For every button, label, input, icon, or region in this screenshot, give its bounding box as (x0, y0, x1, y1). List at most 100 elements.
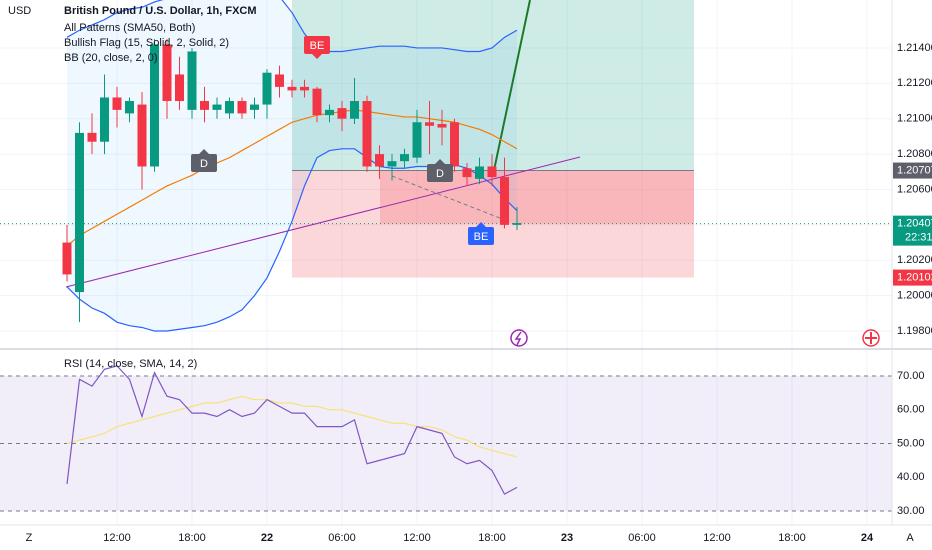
price-tag-label: 1.20407 (897, 218, 932, 230)
marker (427, 164, 453, 182)
candle-body (125, 101, 134, 114)
x-tick-label: 06:00 (328, 532, 356, 544)
candle-body (300, 86, 309, 91)
price-tag (893, 215, 932, 246)
y-tick-label: 1.20200 (897, 254, 932, 266)
marker-label: D (200, 158, 208, 170)
candle-body (287, 86, 297, 91)
y-tick-label: 60.00 (897, 404, 925, 416)
candle-body (275, 74, 284, 87)
candle-body (212, 104, 222, 110)
title: British Pound / U.S. Dollar, 1h, FXCM (64, 5, 257, 17)
candle-body (75, 132, 84, 293)
candle-body (62, 242, 72, 275)
y-tick-label: 1.20600 (897, 183, 932, 195)
candle-body (150, 44, 159, 167)
timezone-button[interactable]: Z (26, 532, 33, 544)
y-tick-label: 1.20000 (897, 290, 932, 302)
trend-line (492, 0, 531, 176)
x-tick-label: 23 (561, 532, 573, 544)
candle-body (412, 122, 422, 158)
candle-body (425, 122, 434, 126)
x-tick-label: 18:00 (478, 532, 506, 544)
marker-label: D (436, 168, 444, 180)
marker (468, 227, 494, 245)
candle-body (200, 101, 209, 110)
y-tick-label: 30.00 (897, 505, 925, 517)
candle-body (137, 104, 147, 167)
candle-body (350, 101, 359, 119)
price-pane (0, 0, 892, 525)
x-tick-label: 22 (261, 532, 273, 544)
marker-label: BE (474, 231, 489, 243)
indicator-label: BB (20, close, 2, 0) (64, 52, 158, 64)
candle-body (187, 51, 197, 110)
candle-body (475, 166, 484, 179)
x-tick-label: 12:00 (103, 532, 131, 544)
y-tick-label: 1.19800 (897, 325, 932, 337)
y-tick-label: 50.00 (897, 437, 925, 449)
marker-pointer (476, 222, 486, 227)
indicator-line (66, 0, 518, 53)
candle-body (87, 132, 97, 142)
candle-body (112, 97, 122, 110)
rsi-line (66, 395, 518, 458)
indicator-label: All Patterns (SMA50, Both) (64, 22, 195, 34)
price-tag-label: 1.20102 (897, 271, 932, 283)
marker (304, 36, 330, 54)
marker-pointer (435, 159, 445, 164)
overlay: 12:00 18:00 22 06:00 12:00 18:00 23 06:00 12:00 1… (103, 36, 932, 544)
auto-scale-button[interactable]: A (906, 532, 914, 544)
candle-body (387, 161, 397, 167)
marker (191, 154, 217, 172)
candle-body (237, 101, 247, 114)
candle-body (312, 88, 322, 116)
pattern-line (391, 175, 506, 221)
price-tag-label: 1.20707 (897, 164, 932, 176)
y-tick-label: 1.21200 (897, 77, 932, 89)
candle-body (250, 104, 259, 110)
x-tick-label: 06:00 (628, 532, 656, 544)
candle-body (437, 124, 447, 128)
event-icon (514, 331, 522, 346)
target-zone (292, 0, 694, 171)
rsi-title: RSI (14, close, SMA, 14, 2) (64, 358, 197, 370)
candle-body (450, 122, 459, 167)
marker-pointer (312, 54, 322, 59)
y-tick-label: 70.00 (897, 370, 925, 382)
countdown: 22:31 (905, 232, 932, 244)
candle-body (325, 109, 334, 116)
candle-body (362, 101, 372, 167)
candle-body (375, 154, 384, 167)
y-tick-label: 1.21400 (897, 42, 932, 54)
candle-body (225, 101, 234, 114)
candle-body (100, 97, 109, 142)
candle-body (500, 177, 509, 225)
candle-body (162, 44, 172, 102)
currency: USD (8, 5, 31, 17)
x-tick-label: 12:00 (403, 532, 431, 544)
indicator-label: Bullish Flag (15, Solid, 2, Solid, 2) (64, 37, 229, 49)
y-tick-label: 1.21000 (897, 113, 932, 125)
candle-body (337, 108, 347, 119)
rsi-line (66, 365, 518, 495)
candle-body (175, 74, 184, 102)
marker-label: BE (310, 40, 325, 52)
candle-body (262, 72, 272, 105)
x-tick-label: 18:00 (778, 532, 806, 544)
candle-body (487, 166, 497, 178)
candle-body (400, 154, 409, 162)
marker-pointer (199, 149, 209, 154)
price-tag (893, 162, 932, 179)
flag-icon (865, 332, 877, 344)
candle-body (512, 223, 522, 225)
rsi-band (0, 375, 892, 511)
x-tick-label: 24 (861, 532, 874, 544)
y-tick-label: 40.00 (897, 471, 925, 483)
trend-line (65, 156, 581, 288)
x-tick-label: 12:00 (703, 532, 731, 544)
event-icon[interactable] (510, 329, 528, 347)
y-tick-label: 1.20800 (897, 148, 932, 160)
price-tag (893, 269, 932, 286)
